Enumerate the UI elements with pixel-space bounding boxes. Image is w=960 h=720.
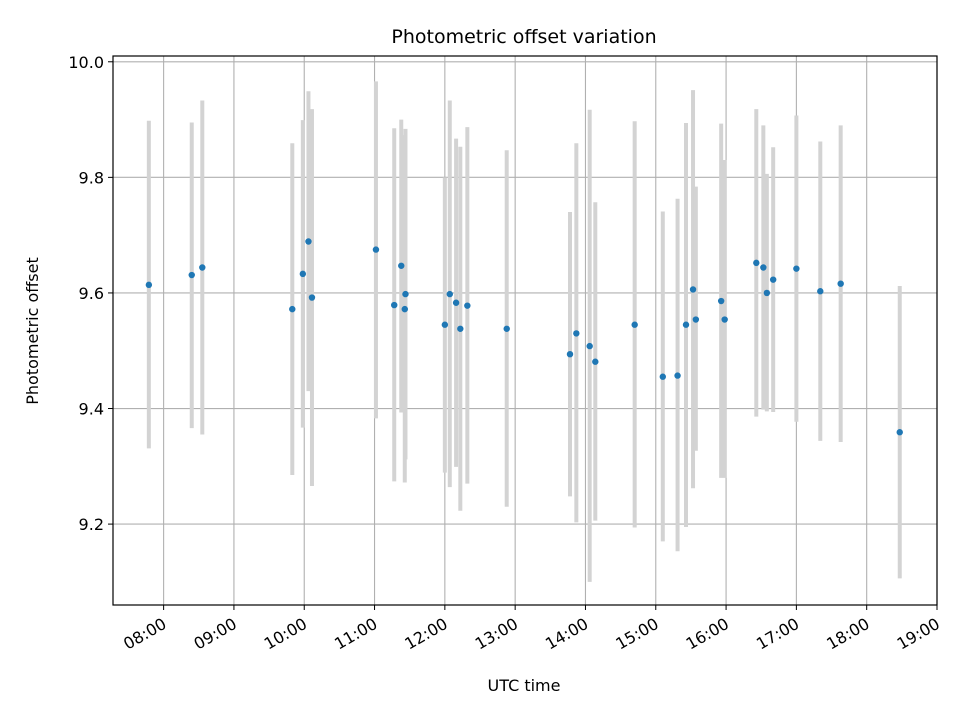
data-point — [188, 271, 195, 279]
data-point — [674, 372, 681, 379]
data-point — [760, 264, 767, 271]
data-point — [793, 265, 800, 272]
data-point — [573, 330, 580, 337]
data-point — [659, 373, 667, 380]
data-point — [464, 302, 471, 309]
data-point — [441, 321, 449, 328]
data-point — [631, 321, 638, 328]
data-point — [817, 288, 824, 295]
data-points — [145, 238, 903, 436]
data-point — [289, 305, 296, 313]
data-point — [446, 290, 453, 298]
data-point — [145, 281, 153, 289]
data-point — [769, 276, 777, 283]
data-point — [692, 316, 700, 323]
data-point — [452, 299, 460, 306]
data-point — [717, 297, 725, 305]
y-tick-label: 9.2 — [79, 515, 104, 534]
data-point — [199, 264, 206, 271]
y-tick-label: 9.6 — [79, 284, 104, 303]
y-tick-label: 10.0 — [68, 53, 104, 72]
data-point — [682, 321, 690, 328]
data-point — [763, 289, 771, 297]
data-point — [372, 246, 380, 253]
data-point — [837, 280, 844, 287]
data-point — [503, 325, 510, 332]
data-point — [299, 270, 307, 278]
x-axis-label: UTC time — [488, 676, 561, 695]
y-axis-ticks: 9.2 9.4 9.6 9.8 10.0 — [68, 53, 113, 534]
data-point — [566, 350, 574, 358]
data-point — [305, 238, 312, 245]
chart-title: Photometric offset variation — [391, 26, 656, 48]
data-point — [592, 358, 599, 365]
y-tick-label: 9.8 — [79, 168, 104, 187]
data-point — [586, 342, 593, 350]
data-point — [401, 305, 408, 313]
data-point — [896, 429, 903, 436]
data-point — [753, 259, 760, 267]
data-point — [398, 262, 405, 269]
data-point — [721, 316, 728, 323]
y-axis-label: Photometric offset — [23, 257, 42, 405]
data-point — [391, 301, 398, 309]
data-point — [457, 325, 464, 332]
data-point — [402, 290, 409, 298]
data-point — [689, 286, 697, 293]
y-tick-label: 9.4 — [79, 400, 104, 419]
data-point — [308, 294, 316, 301]
plot-area-frame — [112, 55, 938, 606]
